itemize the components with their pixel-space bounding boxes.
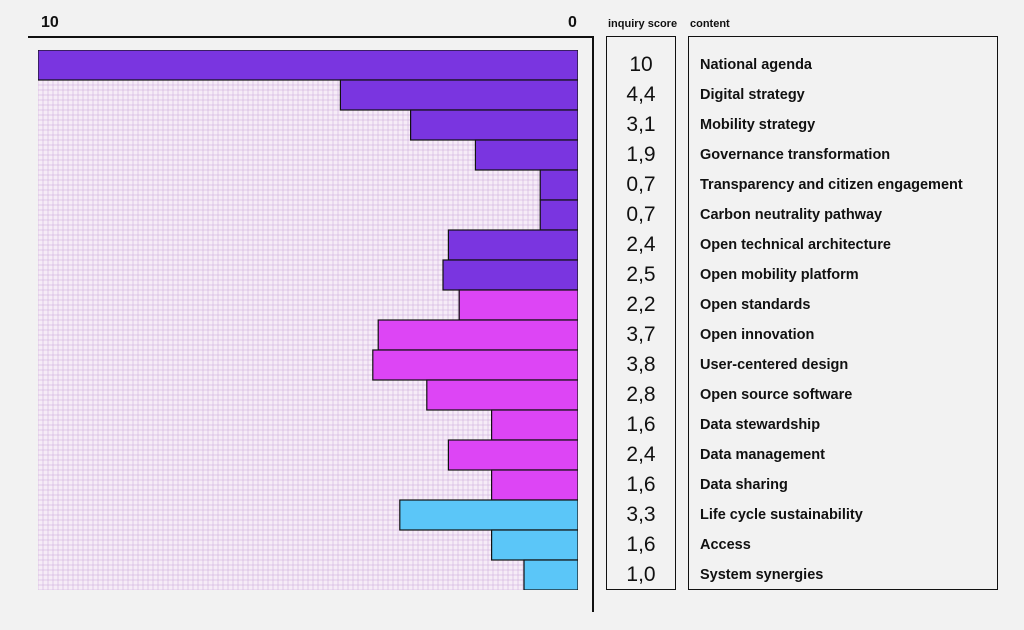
category-label: User-centered design (700, 356, 849, 373)
score-value: 2,8 (626, 382, 656, 406)
category-label: Open technical architecture (700, 236, 891, 253)
category-label: Open source software (700, 386, 853, 403)
category-label: Governance transformation (700, 146, 891, 163)
category-label: Open mobility platform (700, 266, 859, 283)
score-value: 1,0 (626, 562, 656, 586)
bar-plot (38, 50, 578, 590)
category-label: Digital strategy (700, 86, 805, 103)
content-column: National agenda Digital strategy Mobility … (688, 36, 998, 590)
score-value: 3,3 (626, 502, 656, 526)
category-label: Access (700, 536, 751, 553)
bar (523, 559, 578, 590)
bar (377, 319, 578, 351)
bar (539, 169, 578, 201)
bar (539, 199, 578, 231)
category-label: National agenda (700, 56, 812, 73)
score-value: 2,4 (626, 232, 656, 256)
category-label: Open standards (700, 296, 811, 313)
bar (372, 349, 578, 381)
bar (458, 289, 578, 321)
bar (447, 229, 578, 261)
top-axis-line (28, 36, 594, 38)
bar (442, 259, 578, 291)
bar (38, 50, 578, 81)
bar (474, 139, 578, 171)
category-label: Data sharing (700, 476, 788, 493)
category-label: System synergies (700, 566, 824, 583)
bar (339, 79, 578, 111)
score-value: 2,2 (626, 292, 656, 316)
content-column-header: content (690, 18, 730, 30)
score-value: 10 (629, 52, 653, 76)
score-value: 3,1 (626, 112, 656, 136)
score-column: 10 4,4 3,1 1,9 0,7 0,7 2,4 2,5 2,2 3,7 3,8 2,8 1,6 2,… (606, 36, 676, 590)
score-value: 0,7 (626, 202, 656, 226)
category-label: Data stewardship (700, 416, 821, 433)
bar (491, 469, 578, 501)
category-label: Mobility strategy (700, 116, 816, 133)
score-value: 1,6 (626, 412, 656, 436)
bar (491, 529, 578, 561)
score-column-header: inquiry score (608, 18, 678, 30)
category-label: Data management (700, 446, 825, 463)
score-value: 3,8 (626, 352, 656, 376)
category-label: Life cycle sustainability (700, 506, 863, 523)
score-value: 2,5 (626, 262, 656, 286)
bar (491, 409, 578, 441)
bar (447, 439, 578, 471)
score-value: 2,4 (626, 442, 656, 466)
score-value: 1,6 (626, 532, 656, 556)
score-value: 1,6 (626, 472, 656, 496)
category-label: Open innovation (700, 326, 815, 343)
score-value: 3,7 (626, 322, 656, 346)
score-value: 4,4 (626, 82, 656, 106)
bar (410, 109, 578, 141)
bar (399, 499, 578, 531)
category-label: Carbon neutrality pathway (700, 206, 883, 223)
score-value: 1,9 (626, 142, 656, 166)
axis-max-label: 10 (41, 14, 59, 31)
score-value: 0,7 (626, 172, 656, 196)
bar (426, 379, 578, 411)
axis-min-label: 0 (568, 14, 577, 31)
category-label: Transparency and citizen engagement (700, 176, 963, 193)
divider-line (592, 36, 594, 612)
